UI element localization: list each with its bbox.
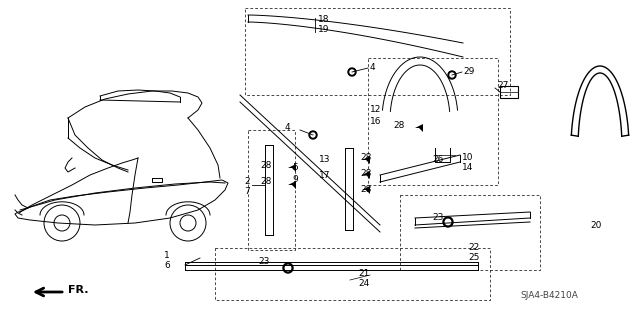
Text: 28: 28 bbox=[260, 160, 272, 169]
Text: SJA4-B4210A: SJA4-B4210A bbox=[520, 291, 578, 300]
Text: 14: 14 bbox=[462, 164, 474, 173]
Polygon shape bbox=[362, 186, 370, 194]
Text: 4: 4 bbox=[370, 63, 376, 72]
Polygon shape bbox=[362, 171, 370, 179]
Text: 18: 18 bbox=[318, 16, 330, 25]
Text: 23: 23 bbox=[258, 257, 269, 266]
Text: 29: 29 bbox=[463, 68, 474, 77]
Text: FR.: FR. bbox=[68, 285, 88, 295]
Polygon shape bbox=[288, 181, 296, 189]
Text: 20: 20 bbox=[590, 220, 602, 229]
Text: 24: 24 bbox=[358, 278, 369, 287]
Text: 17: 17 bbox=[319, 170, 330, 180]
Text: 9: 9 bbox=[292, 175, 298, 184]
Text: 16: 16 bbox=[370, 117, 381, 127]
Polygon shape bbox=[415, 124, 423, 132]
Text: 21: 21 bbox=[358, 269, 369, 278]
Text: 19: 19 bbox=[318, 26, 330, 34]
Text: 10: 10 bbox=[462, 153, 474, 162]
Text: 5: 5 bbox=[292, 164, 298, 173]
Circle shape bbox=[348, 68, 356, 76]
Text: 13: 13 bbox=[319, 155, 330, 165]
Text: 28: 28 bbox=[360, 153, 371, 162]
Circle shape bbox=[283, 263, 293, 273]
Text: 23: 23 bbox=[432, 213, 444, 222]
Circle shape bbox=[285, 265, 291, 271]
Text: 28: 28 bbox=[360, 169, 371, 179]
Polygon shape bbox=[362, 156, 370, 164]
Text: 4: 4 bbox=[284, 123, 290, 132]
Text: 26: 26 bbox=[432, 155, 444, 165]
Text: 27: 27 bbox=[497, 80, 508, 90]
Text: 12: 12 bbox=[370, 106, 381, 115]
Circle shape bbox=[350, 70, 354, 74]
Circle shape bbox=[443, 217, 453, 227]
Polygon shape bbox=[288, 164, 296, 172]
Circle shape bbox=[448, 71, 456, 79]
Text: 7: 7 bbox=[244, 188, 250, 197]
Circle shape bbox=[309, 131, 317, 139]
Text: 6: 6 bbox=[164, 262, 170, 271]
Text: 1: 1 bbox=[164, 251, 170, 261]
Text: 28: 28 bbox=[360, 186, 371, 195]
Text: 28: 28 bbox=[394, 122, 405, 130]
Text: 25: 25 bbox=[468, 254, 479, 263]
Bar bbox=[500, 86, 518, 98]
Text: 28: 28 bbox=[260, 177, 272, 187]
Circle shape bbox=[450, 73, 454, 77]
Text: 2: 2 bbox=[244, 177, 250, 187]
Text: 22: 22 bbox=[468, 243, 479, 253]
Circle shape bbox=[445, 219, 451, 225]
Circle shape bbox=[311, 133, 315, 137]
